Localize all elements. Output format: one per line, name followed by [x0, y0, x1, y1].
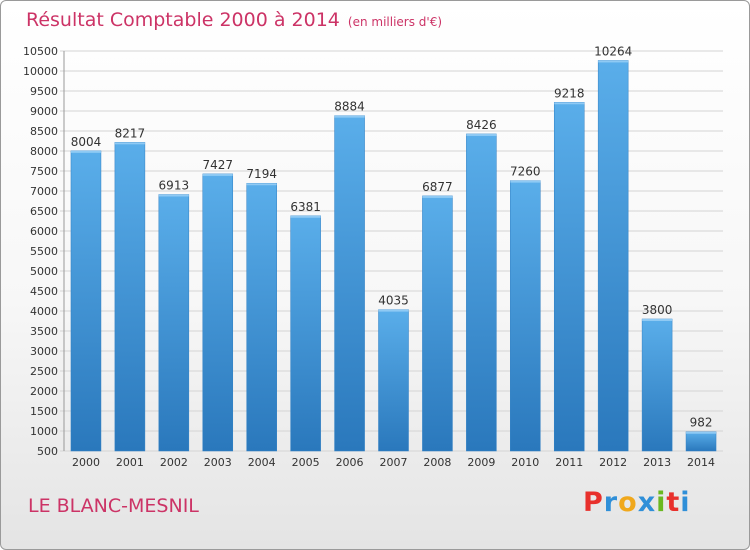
bar-highlight: [158, 194, 189, 197]
logo-letter: o: [618, 487, 638, 518]
x-tick-label: 2010: [511, 456, 539, 469]
bar-highlight: [378, 309, 409, 312]
bar-highlight: [422, 195, 453, 198]
value-label-2011: 9218: [554, 86, 585, 100]
y-tick-label: 5500: [30, 245, 58, 258]
bar-highlight: [510, 180, 541, 183]
bar-highlight: [246, 183, 277, 186]
value-label-2004: 7194: [246, 167, 277, 181]
y-tick-label: 4500: [30, 285, 58, 298]
bar-highlight: [554, 102, 585, 105]
y-tick-label: 1000: [30, 425, 58, 438]
x-tick-label: 2007: [380, 456, 408, 469]
bar-2010: [510, 180, 541, 452]
chart-subtitle: (en milliers d'€): [347, 15, 443, 29]
bar-2007: [378, 309, 409, 452]
value-label-2012: 10264: [594, 44, 632, 58]
y-tick-label: 9500: [30, 85, 58, 98]
x-tick-label: 2001: [116, 456, 144, 469]
value-label-2008: 6877: [422, 180, 453, 194]
y-tick-label: 7000: [30, 185, 58, 198]
value-label-2001: 8217: [115, 126, 146, 140]
y-tick-label: 6500: [30, 205, 58, 218]
bar-2008: [422, 195, 453, 452]
y-tick-label: 8500: [30, 125, 58, 138]
value-labels: 8004 8217 6913 7427 7194 6381 8884 4035 6877 8426…: [71, 44, 713, 429]
bar-highlight: [114, 142, 145, 145]
bar-2012: [597, 60, 629, 452]
value-label-2002: 6913: [159, 178, 190, 192]
value-label-2007: 4035: [378, 294, 409, 308]
title-text: Résultat Comptable 2000 à 2014: [26, 9, 340, 31]
bar-2013: [641, 318, 673, 452]
logo-letter: i: [656, 487, 667, 518]
x-tick-label: 2003: [204, 456, 232, 469]
x-tick-label: 2005: [292, 456, 320, 469]
bar-highlight: [642, 319, 673, 321]
logo-letter: x: [637, 487, 657, 518]
x-tick-label: 2004: [248, 456, 276, 469]
value-label-2000: 8004: [71, 135, 102, 149]
y-tick-label: 7500: [30, 165, 58, 178]
bar-highlight: [202, 173, 233, 176]
y-tick-label: 3000: [30, 345, 58, 358]
logo-letter: i: [680, 487, 691, 518]
bar-highlight: [686, 431, 717, 434]
bar-2005: [290, 215, 321, 452]
bar-highlight: [334, 115, 365, 118]
proxiti-logo: Proxiti: [583, 487, 691, 518]
y-tick-label: 9000: [30, 105, 58, 118]
value-label-2010: 7260: [510, 165, 541, 179]
bar-2004: [246, 182, 277, 452]
bar-highlight: [598, 60, 629, 63]
bar-2009: [466, 133, 497, 452]
y-tick-label: 500: [37, 445, 58, 458]
bar-highlight: [290, 215, 321, 218]
bar-2003: [202, 173, 234, 452]
bars: [70, 60, 717, 452]
y-axis: 500 1000 1500 2000 2500 3000 3500 4000 4500 5000 5…: [23, 45, 65, 458]
value-label-2003: 7427: [202, 158, 233, 172]
y-tick-label: 4000: [30, 305, 58, 318]
y-tick-label: 5000: [30, 265, 58, 278]
value-label-2009: 8426: [466, 118, 497, 132]
x-axis-labels: 2000 2001 2002 2003 2004 2005 2006 2007 2008 2009…: [72, 456, 715, 469]
value-label-2005: 6381: [290, 200, 321, 214]
y-tick-label: 6000: [30, 225, 58, 238]
bar-2006: [334, 115, 365, 452]
y-tick-label: 10000: [23, 65, 58, 78]
logo-letter: t: [666, 487, 681, 518]
logo-letter: r: [603, 487, 619, 518]
y-tick-label: 8000: [30, 145, 58, 158]
x-tick-label: 2008: [423, 456, 451, 469]
bar-2000: [70, 150, 102, 452]
value-label-2014: 982: [690, 416, 713, 430]
chart-title: Résultat Comptable 2000 à 2014 (en millie…: [26, 9, 442, 31]
x-tick-label: 2013: [643, 456, 671, 469]
commune-name: LE BLANC-MESNIL: [28, 495, 199, 517]
bar-2002: [158, 194, 190, 452]
value-label-2013: 3800: [642, 303, 673, 317]
bar-highlight: [466, 133, 497, 136]
y-tick-label: 3500: [30, 325, 58, 338]
value-label-2006: 8884: [334, 100, 365, 114]
logo-letter: P: [583, 487, 604, 518]
x-tick-label: 2000: [72, 456, 100, 469]
y-tick-label: 10500: [23, 45, 58, 58]
y-tick-label: 2000: [30, 385, 58, 398]
y-tick-label: 1500: [30, 405, 58, 418]
x-tick-label: 2014: [687, 456, 715, 469]
x-tick-label: 2012: [599, 456, 627, 469]
bar-2014: [685, 431, 717, 452]
y-tick-label: 2500: [30, 365, 58, 378]
x-tick-label: 2011: [555, 456, 583, 469]
bar-2001: [114, 142, 146, 452]
x-tick-label: 2002: [160, 456, 188, 469]
x-tick-label: 2006: [336, 456, 364, 469]
bar-2011: [553, 102, 585, 452]
bar-highlight: [70, 150, 101, 153]
x-tick-label: 2009: [467, 456, 495, 469]
